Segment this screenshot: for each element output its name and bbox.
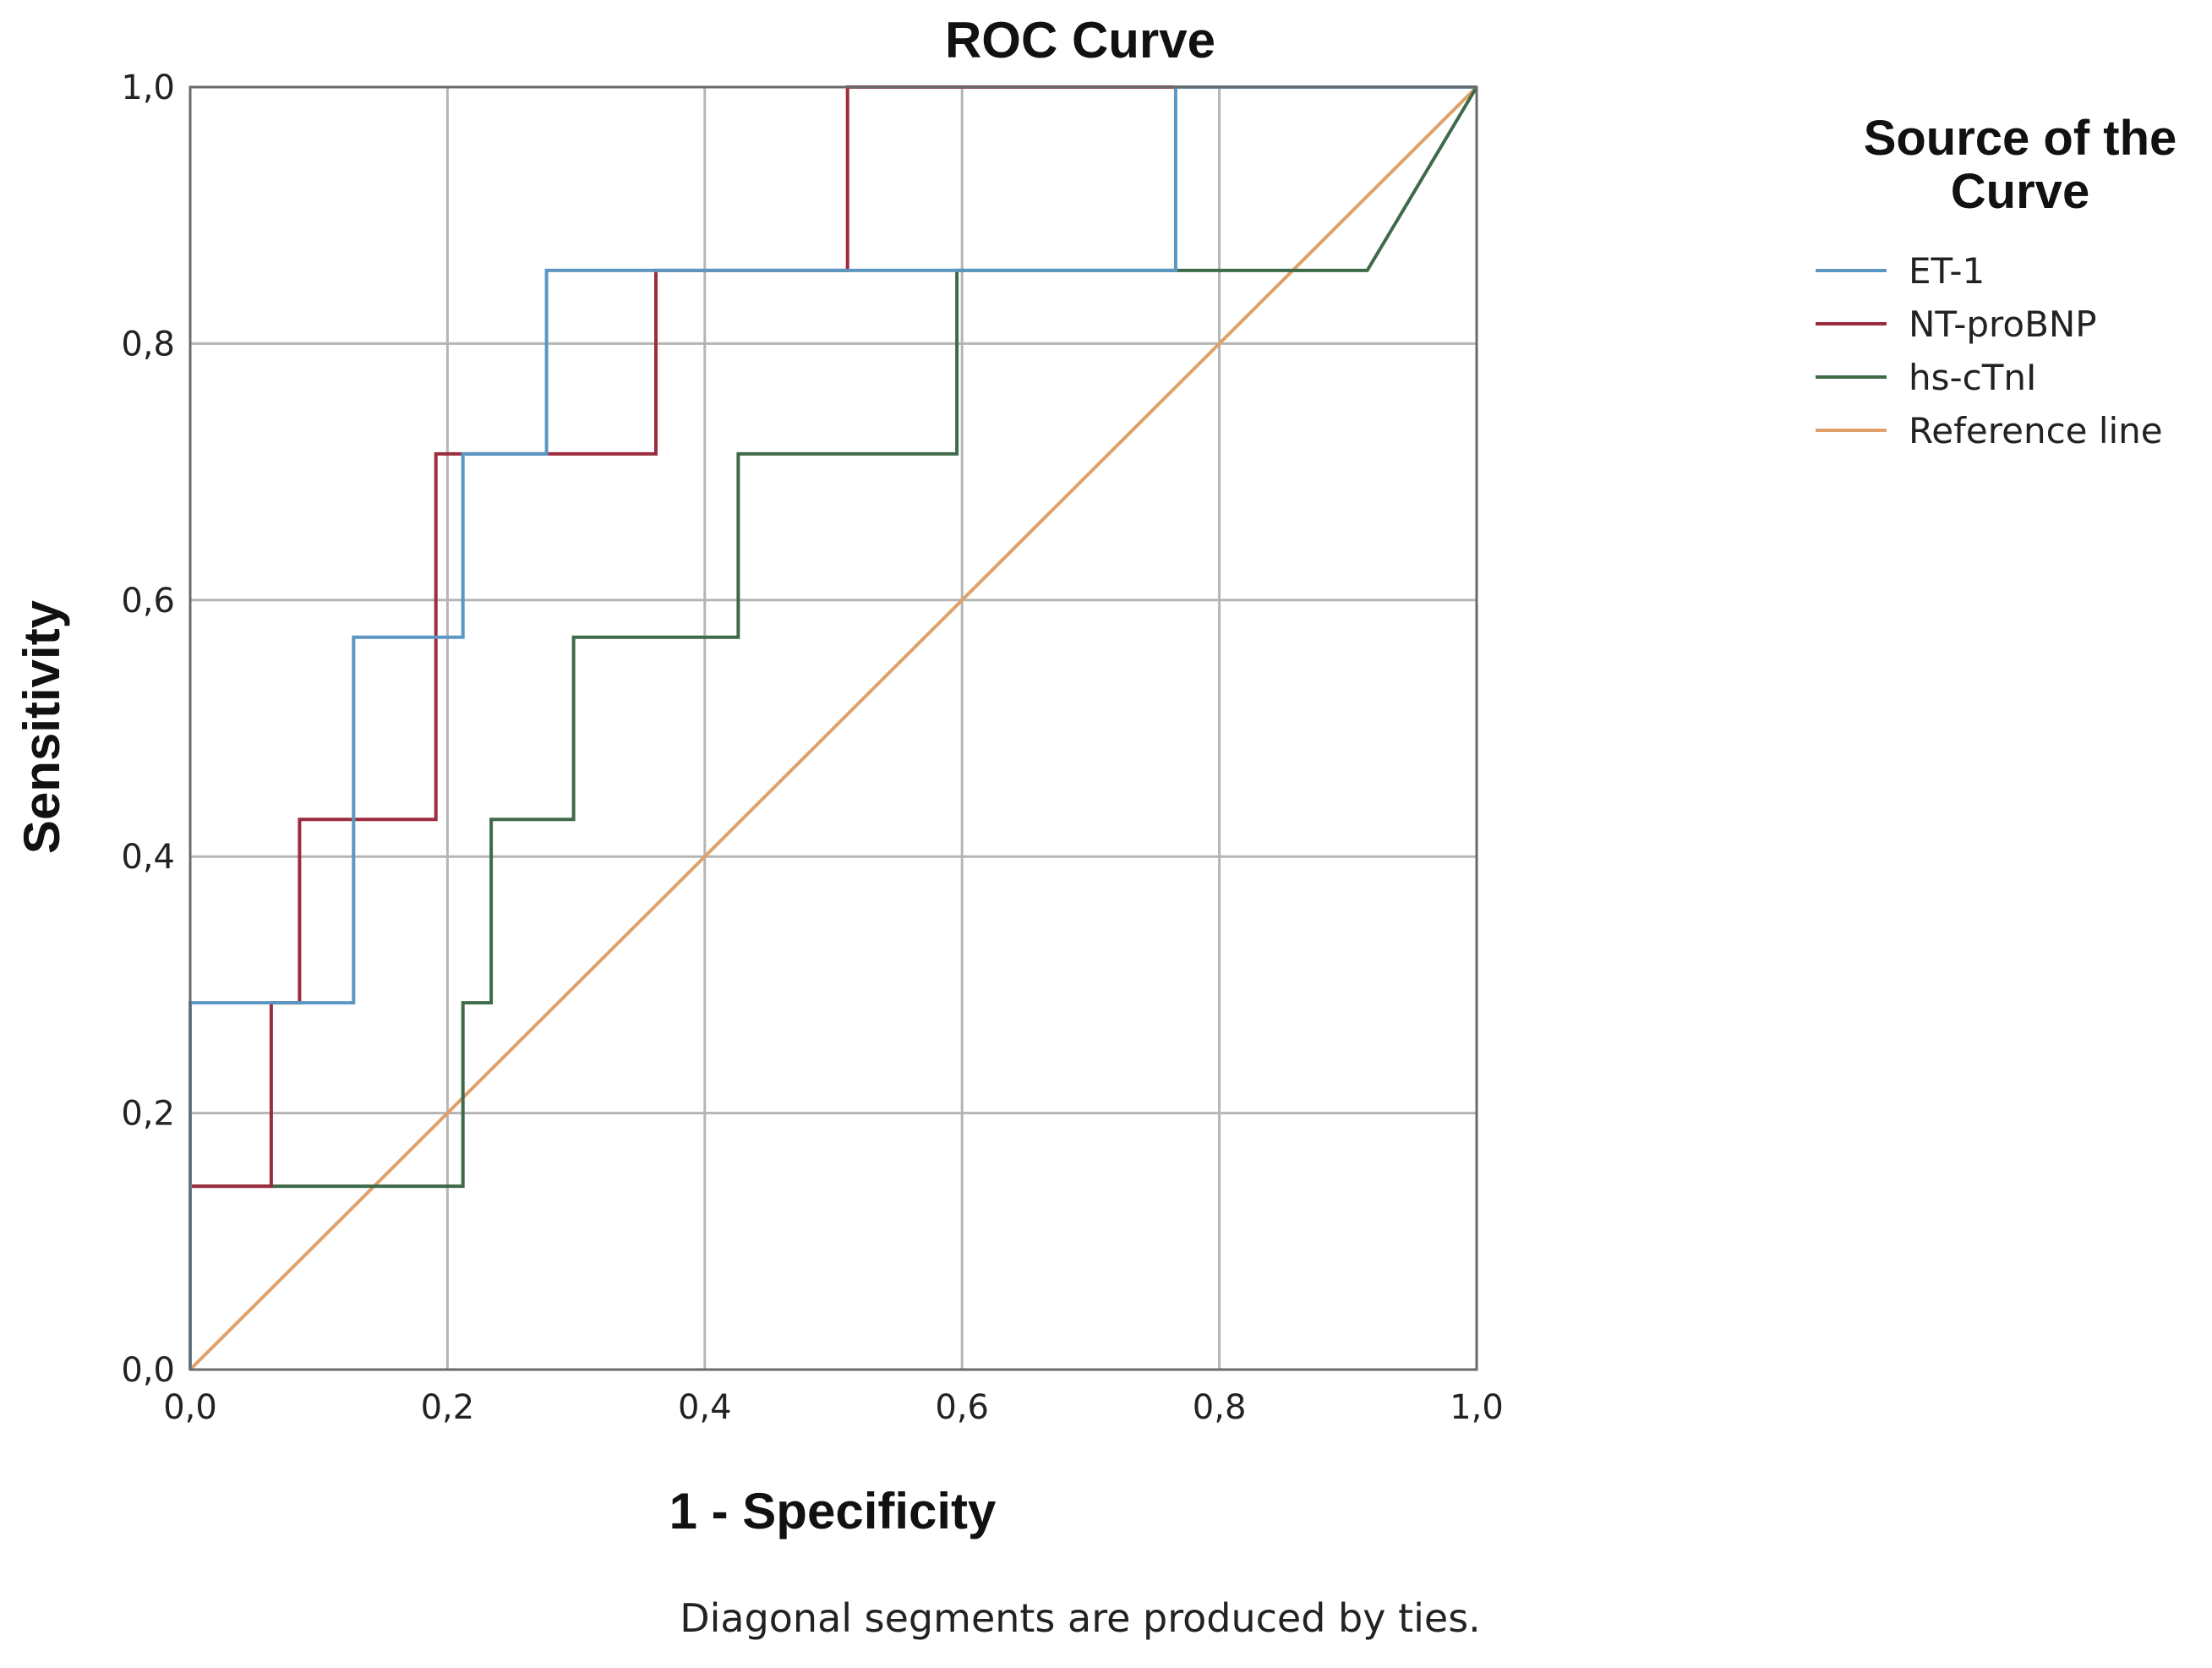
y-axis-title: Sensitivity — [14, 599, 70, 854]
y-tick-label: 0,2 — [121, 1095, 175, 1134]
x-axis-title: 1 - Specificity — [669, 1483, 997, 1539]
x-tick-label: 0,8 — [1193, 1388, 1247, 1427]
y-tick-labels: 0,0 0,2 0,4 0,6 0,8 1,0 — [121, 68, 175, 1390]
series-line-hs-ctni — [188, 85, 1478, 1370]
y-tick-label: 0,0 — [121, 1351, 175, 1390]
legend-label-nt-probnp: NT-proBNP — [1909, 304, 2097, 345]
footnote: Diagonal segments are produced by ties. — [680, 1595, 1481, 1641]
plot-frame — [188, 85, 1478, 1371]
x-tick-labels: 0,0 0,2 0,4 0,6 0,8 1,0 — [163, 1388, 1504, 1427]
series-lines — [188, 85, 1478, 1371]
y-tick-label: 0,6 — [121, 582, 175, 621]
series-line-reference-line — [188, 85, 1478, 1371]
x-tick-label: 0,0 — [163, 1388, 217, 1427]
legend: ET-1 NT-proBNP hs-cTnI Reference line — [1816, 250, 2163, 451]
legend-label-et-1: ET-1 — [1909, 250, 1985, 292]
x-tick-label: 0,4 — [678, 1388, 732, 1427]
y-tick-label: 1,0 — [121, 68, 175, 107]
chart-title: ROC Curve — [945, 12, 1215, 68]
x-tick-label: 0,2 — [421, 1388, 475, 1427]
legend-label-reference-line: Reference line — [1909, 410, 2163, 451]
y-tick-label: 0,8 — [121, 325, 175, 364]
y-tick-label: 0,4 — [121, 838, 175, 877]
legend-label-hs-ctni: hs-cTnI — [1909, 357, 2036, 398]
legend-title: Source of the Curve — [1864, 111, 2177, 219]
x-tick-label: 1,0 — [1450, 1388, 1504, 1427]
series-line-et-1 — [188, 85, 1477, 1370]
x-tick-label: 0,6 — [935, 1388, 989, 1427]
